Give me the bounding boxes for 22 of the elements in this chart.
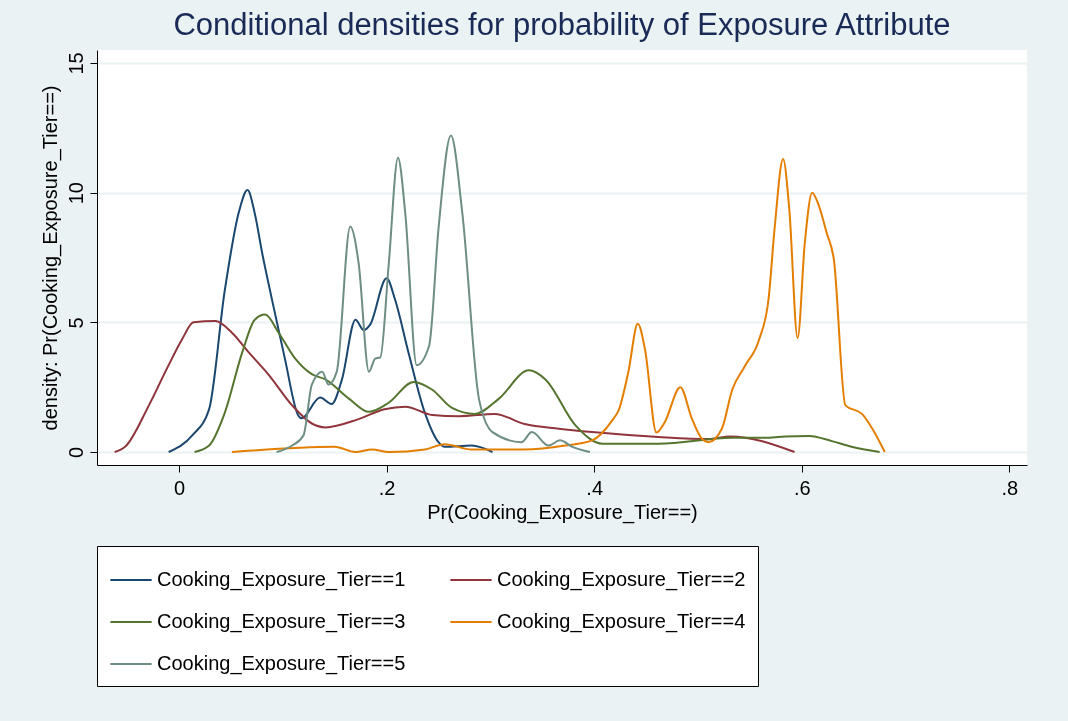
chart-title: Conditional densities for probability of Exposure Attribute xyxy=(173,7,951,42)
x-tick-label: .4 xyxy=(586,476,604,499)
legend-label: Cooking_Exposure_Tier==5 xyxy=(157,652,406,675)
x-tick-label: .6 xyxy=(793,476,811,499)
y-tick-label: 0 xyxy=(64,446,87,459)
y-tick-label: 15 xyxy=(64,52,87,75)
y-tick-label: 5 xyxy=(64,317,87,329)
x-tick-label: .2 xyxy=(378,476,396,499)
x-tick-label: .8 xyxy=(1001,476,1019,499)
x-tick-label: 0 xyxy=(173,476,186,499)
y-tick-label: 10 xyxy=(64,182,87,205)
line-series xyxy=(193,313,881,454)
legend-label: Cooking_Exposure_Tier==4 xyxy=(497,610,746,633)
line-series xyxy=(167,189,494,454)
line-series xyxy=(230,157,886,454)
line-series xyxy=(275,134,592,454)
x-axis-title: Pr(Cooking_Exposure_Tier==) xyxy=(427,500,698,524)
legend-label: Cooking_Exposure_Tier==2 xyxy=(497,568,746,591)
y-axis-title: density: Pr(Cooking_Exposure_Tier==) xyxy=(38,85,62,431)
legend-label: Cooking_Exposure_Tier==1 xyxy=(157,568,406,591)
legend-label: Cooking_Exposure_Tier==3 xyxy=(157,610,406,633)
line-series xyxy=(113,320,796,454)
